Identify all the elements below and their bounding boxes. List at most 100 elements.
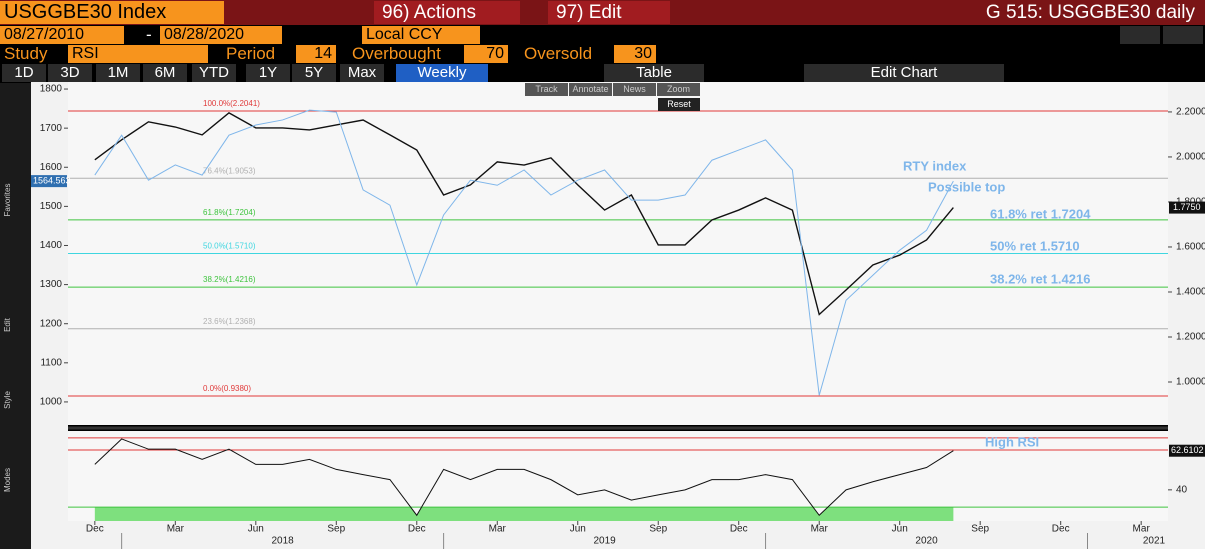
range-button[interactable]: 6M — [143, 64, 187, 82]
series-line — [94, 109, 954, 396]
tool[interactable]: Zoom — [657, 83, 700, 96]
date-separator: - — [146, 26, 152, 44]
x-tick-label: Dec — [1052, 524, 1070, 535]
tool[interactable]: News — [613, 83, 656, 96]
last-badge — [1169, 444, 1205, 457]
x-tick-label: Dec — [408, 524, 426, 535]
toolbar-popup: Track Annotate News Zoom Reset — [525, 83, 700, 111]
last-label: 1.7750 — [1173, 202, 1201, 212]
annotation: 50% ret 1.5710 — [990, 238, 1080, 253]
redo[interactable] — [1163, 26, 1203, 44]
side-toolbar — [0, 83, 31, 549]
fib-label: 100.0%(2.2041) — [203, 99, 260, 108]
y-axis-left — [31, 82, 68, 549]
study-label: Study — [4, 45, 48, 63]
y-tick-label: 1000 — [40, 397, 63, 408]
year-label: 2018 — [272, 536, 295, 547]
series-annotation: RTY index — [903, 158, 967, 173]
side-label: Style — [3, 391, 12, 409]
fib-label: 50.0%(1.5710) — [203, 242, 256, 251]
range-button[interactable]: 1M — [96, 64, 140, 82]
y2-tick-label: 2.0000 — [1176, 152, 1205, 163]
y2-tick-label: 2.2000 — [1176, 107, 1205, 118]
reset[interactable]: Reset — [658, 98, 700, 111]
x-tick-label: Jun — [248, 524, 264, 535]
x-tick-label: Sep — [327, 524, 345, 535]
overbought[interactable]: 70 — [464, 45, 508, 63]
range-button[interactable]: Max — [340, 64, 384, 82]
x-tick-label: Jun — [892, 524, 908, 535]
y2-tick-label: 1.0000 — [1176, 377, 1205, 388]
side-label: Favorites — [3, 184, 12, 217]
y-tick-label: 1500 — [40, 201, 63, 212]
range-button[interactable]: 1Y — [246, 64, 290, 82]
y-tick-label: 1700 — [40, 123, 63, 134]
security[interactable]: USGGBE30 Index — [0, 1, 224, 24]
overbought-label: Overbought — [352, 45, 441, 63]
y-axis-right — [1168, 82, 1205, 549]
range-button[interactable]: 5Y — [292, 64, 336, 82]
fib-label: 61.8%(1.7204) — [203, 208, 256, 217]
currency[interactable]: Local CCY — [362, 26, 480, 44]
edit-chart-button[interactable]: Edit Chart — [804, 64, 1004, 82]
side-label: Modes — [3, 468, 12, 492]
x-tick-label: Mar — [811, 524, 829, 535]
x-axis-area — [68, 521, 1168, 549]
fib-label: 76.4%(1.9053) — [203, 166, 256, 175]
range-button[interactable]: YTD — [192, 64, 236, 82]
tool[interactable]: Track — [525, 83, 568, 96]
end-date[interactable]: 08/28/2020 — [160, 26, 282, 44]
range-button[interactable]: 1D — [2, 64, 46, 82]
x-tick-label: Mar — [1133, 524, 1151, 535]
annotation: Possible top — [928, 179, 1005, 194]
y-tick-label: 1200 — [40, 318, 63, 329]
table-button[interactable]: Table — [604, 64, 704, 82]
range-button[interactable]: 3D — [48, 64, 92, 82]
study[interactable]: RSI — [68, 45, 208, 63]
last-badge — [31, 175, 67, 188]
oversold[interactable]: 30 — [614, 45, 656, 63]
y-tick-label: 1100 — [40, 357, 62, 368]
fib-label: 23.6%(1.2368) — [203, 317, 256, 326]
rsi-line — [94, 438, 954, 517]
x-tick-label: Sep — [649, 524, 667, 535]
x-tick-label: Sep — [971, 524, 989, 535]
x-tick-label: Jun — [570, 524, 586, 535]
annotation: 38.2% ret 1.4216 — [990, 271, 1090, 286]
fib-label: 38.2%(1.4216) — [203, 275, 256, 284]
series-line — [94, 111, 954, 316]
period-label: Period — [226, 45, 276, 63]
y2-tick-label: 1.4000 — [1176, 287, 1205, 298]
menu-button[interactable]: 96) Actions — [374, 1, 520, 24]
y-tick-label: 1300 — [40, 279, 63, 290]
year-label: 2019 — [593, 536, 616, 547]
last-badge — [1169, 201, 1205, 214]
year-label: 2021 — [1143, 536, 1166, 547]
undo[interactable] — [1120, 26, 1160, 44]
x-tick-label: Dec — [86, 524, 104, 535]
year-label: 2020 — [915, 536, 938, 547]
oversold-fill — [94, 507, 954, 521]
frequency[interactable]: Weekly — [396, 64, 488, 82]
side-label: Edit — [3, 317, 12, 332]
x-tick-label: Dec — [730, 524, 748, 535]
period[interactable]: 14 — [296, 45, 336, 63]
y-tick-label: 1400 — [40, 240, 63, 251]
window-title: G 515: USGGBE30 daily — [985, 2, 1195, 23]
start-date[interactable]: 08/27/2010 — [0, 26, 124, 44]
rsi-annotation: High RSI — [985, 434, 1039, 449]
y-tick-label: 1800 — [40, 84, 63, 95]
x-tick-label: Mar — [167, 524, 185, 535]
annotation: 61.8% ret 1.7204 — [990, 206, 1091, 221]
fib-label: 0.0%(0.9380) — [203, 384, 251, 393]
rsi-tick-label: 40 — [1176, 484, 1188, 495]
last-label: 1564.563 — [33, 175, 71, 185]
last-label: 62.6102 — [1171, 445, 1204, 455]
tool[interactable]: Annotate — [569, 83, 612, 96]
rsi-area — [68, 431, 1168, 521]
oversold-label: Oversold — [524, 45, 593, 63]
menu-button[interactable]: 97) Edit — [548, 1, 670, 24]
y2-tick-label: 1.2000 — [1176, 332, 1205, 343]
